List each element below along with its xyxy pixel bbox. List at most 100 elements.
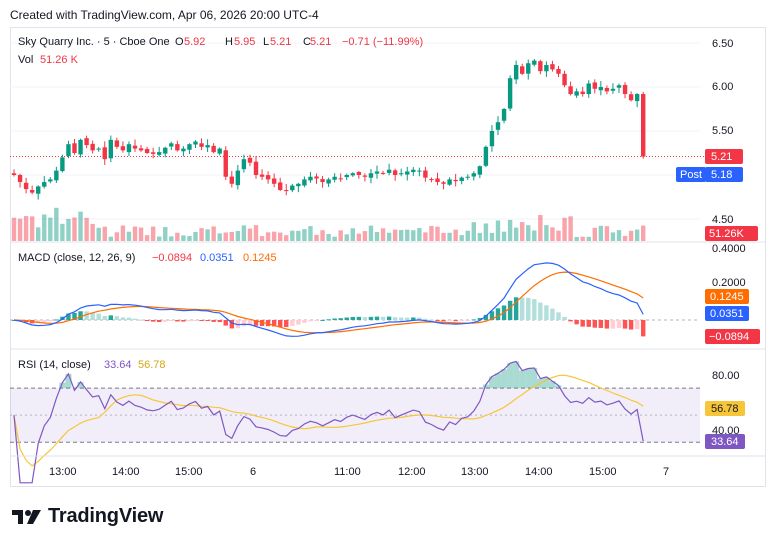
candle-body (181, 148, 186, 152)
last-price-tag (705, 149, 743, 164)
volume-bar (72, 217, 77, 241)
volume-bar (417, 228, 422, 241)
candle-body (489, 131, 495, 147)
candle-body (417, 170, 422, 172)
volume-bar (126, 231, 132, 241)
macd-histogram-bar (616, 320, 622, 328)
volume-bar (392, 229, 398, 241)
volume-bar (586, 236, 591, 241)
macd-legend-signal: 0.1245 (243, 252, 277, 264)
candle-body (175, 144, 180, 151)
macd-histogram-bar (477, 318, 483, 320)
candle-body (338, 178, 343, 180)
candle-body (435, 178, 440, 183)
volume-bar (229, 231, 234, 241)
volume-bar (211, 226, 216, 241)
volume-bar (175, 232, 180, 241)
candle-body (604, 87, 610, 92)
macd-histogram-bar (429, 319, 434, 321)
volume-bar (344, 234, 349, 241)
volume-bar (338, 230, 343, 241)
candle-body (229, 176, 234, 184)
volume-bar (598, 225, 604, 241)
volume-bar (550, 227, 555, 241)
rsi-ma-line (13, 374, 644, 467)
time-tick-1100: 11:00 (334, 466, 361, 478)
macd-histogram-bar (150, 320, 156, 322)
volume-bar (48, 217, 53, 241)
candle-body (386, 169, 392, 173)
macd-histogram-bar (622, 320, 628, 329)
volume-bar (459, 235, 464, 241)
volume-bar (54, 207, 59, 241)
volume-bar (278, 232, 283, 241)
volume-bar (604, 226, 610, 241)
volume-bar (138, 227, 144, 241)
candle-body (199, 143, 204, 147)
candle-body (477, 166, 483, 175)
macd-histogram-bar (628, 320, 634, 330)
volume-bar (29, 216, 35, 241)
volume-bar (11, 217, 17, 241)
macd-signal-tag (705, 289, 749, 304)
candle-body (471, 173, 476, 177)
candle-body (483, 146, 489, 166)
macd-histogram-bar (271, 320, 277, 327)
candle-body (459, 177, 464, 182)
volume-bar (350, 228, 355, 241)
time-tick-day7: 7 (663, 466, 669, 478)
macd-signal-line (13, 271, 644, 334)
created-with-caption: Created with TradingView.com, Apr 06, 20… (10, 8, 319, 22)
macd-histogram-bar (411, 317, 416, 320)
macd-histogram-bar (405, 317, 410, 320)
candle-body (332, 176, 337, 180)
volume-bar (453, 229, 458, 241)
legend-close-value: 5.21 (310, 36, 331, 48)
volume-bar (271, 231, 277, 241)
volume-bar (356, 233, 362, 241)
candle-body (320, 179, 325, 183)
volume-bar (17, 218, 23, 241)
volume-bar (66, 218, 71, 241)
volume-bar (526, 225, 531, 241)
price-tick-550: 5.50 (712, 125, 733, 137)
tradingview-logo[interactable]: TradingView (12, 505, 163, 528)
volume-bar (120, 225, 126, 241)
macd-histogram-bar (181, 320, 186, 322)
candle-body (592, 82, 597, 89)
candle-body (368, 173, 374, 178)
legend-open-label: O (175, 36, 184, 48)
macd-histogram-bar (278, 320, 283, 327)
macd-histogram-bar (386, 316, 392, 320)
candle-body (520, 66, 525, 74)
volume-bar (368, 225, 374, 241)
candle-body (96, 148, 101, 150)
candle-body (247, 157, 253, 163)
macd-legend-hist: −0.0894 (152, 252, 192, 264)
candle-body (54, 170, 59, 181)
macd-signal-tag-value: 0.1245 (710, 291, 744, 303)
candle-body (362, 175, 368, 177)
volume-bar (132, 226, 138, 241)
candle-body (562, 73, 567, 86)
time-tick-1300b: 13:00 (461, 466, 489, 478)
candle-body (429, 179, 434, 181)
macd-histogram-bar (453, 320, 458, 322)
macd-histogram-bar (465, 320, 470, 321)
macd-histogram-bar (447, 320, 452, 322)
candle-body (187, 144, 192, 150)
volume-tag (705, 226, 758, 241)
macd-layer (10, 262, 700, 337)
macd-histogram-bar (78, 311, 83, 320)
macd-histogram-bar (205, 320, 210, 321)
legend-vol-label: Vol (18, 54, 33, 66)
volume-bar (568, 216, 573, 241)
candle-body (326, 179, 331, 184)
macd-histogram-bar (399, 317, 404, 320)
candle-body (72, 143, 77, 153)
volume-bar (610, 232, 616, 241)
rsi-ma-tag-value: 56.78 (711, 403, 739, 415)
volume-bar (574, 236, 579, 241)
candle-body (501, 109, 507, 121)
